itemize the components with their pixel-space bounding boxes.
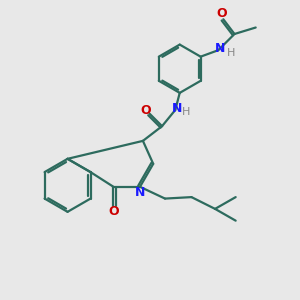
Text: O: O: [140, 104, 151, 117]
Text: H: H: [226, 47, 235, 58]
Text: H: H: [182, 107, 191, 117]
Text: N: N: [135, 186, 145, 199]
Text: N: N: [214, 42, 225, 55]
Text: N: N: [172, 102, 182, 115]
Text: O: O: [217, 8, 227, 20]
Text: O: O: [108, 205, 119, 218]
